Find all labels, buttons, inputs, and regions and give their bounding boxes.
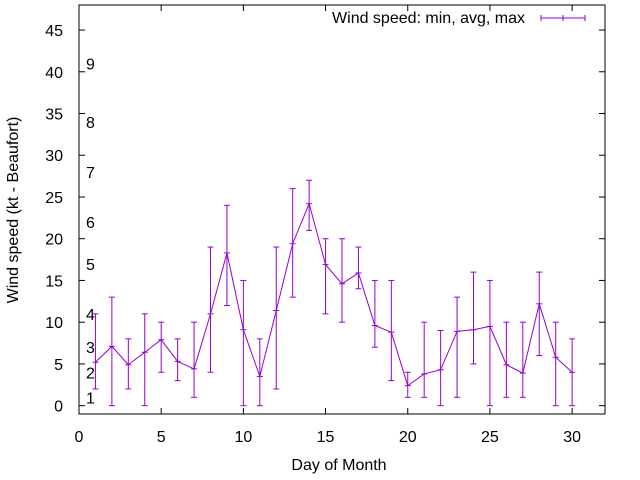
beaufort-label: 7 xyxy=(86,165,95,182)
x-tick-label: 5 xyxy=(157,429,166,446)
x-tick-label: 30 xyxy=(563,429,581,446)
beaufort-label: 4 xyxy=(86,307,95,324)
beaufort-labels: 1 2 3 4 5 6 7 8 9 xyxy=(86,56,95,407)
plot-frame xyxy=(78,4,606,415)
avg-line xyxy=(95,202,573,387)
y-axis-title: Wind speed (kt - Beaufort) xyxy=(5,117,22,304)
beaufort-label: 1 xyxy=(86,390,95,407)
y-tick-label: 25 xyxy=(45,190,63,207)
legend: Wind speed: min, avg, max xyxy=(332,10,586,27)
x-axis: 0 5 10 15 20 25 30 xyxy=(75,5,581,446)
avg-line-group xyxy=(95,202,573,387)
x-tick-label: 15 xyxy=(317,429,335,446)
x-tick-label: 25 xyxy=(481,429,499,446)
legend-label: Wind speed: min, avg, max xyxy=(332,10,525,27)
beaufort-label: 3 xyxy=(86,340,95,357)
x-axis-title: Day of Month xyxy=(291,457,386,474)
y-tick-label: 40 xyxy=(45,65,63,82)
y-tick-label: 15 xyxy=(45,273,63,290)
x-tick-label: 20 xyxy=(399,429,417,446)
error-bars xyxy=(92,179,576,407)
x-tick-label: 0 xyxy=(75,429,84,446)
beaufort-label: 5 xyxy=(86,257,95,274)
y-tick-label: 20 xyxy=(45,232,63,249)
y-tick-label: 35 xyxy=(45,107,63,124)
plot-border xyxy=(78,4,606,415)
y-tick-label: 45 xyxy=(45,23,63,40)
beaufort-label: 8 xyxy=(86,115,95,132)
y-tick-label: 0 xyxy=(54,399,63,416)
y-tick-label: 5 xyxy=(54,357,63,374)
y-tick-label: 30 xyxy=(45,148,63,165)
x-tick-label: 10 xyxy=(234,429,252,446)
beaufort-label: 2 xyxy=(86,365,95,382)
y-tick-label: 10 xyxy=(45,315,63,332)
beaufort-label: 9 xyxy=(86,56,95,73)
beaufort-label: 6 xyxy=(86,215,95,232)
